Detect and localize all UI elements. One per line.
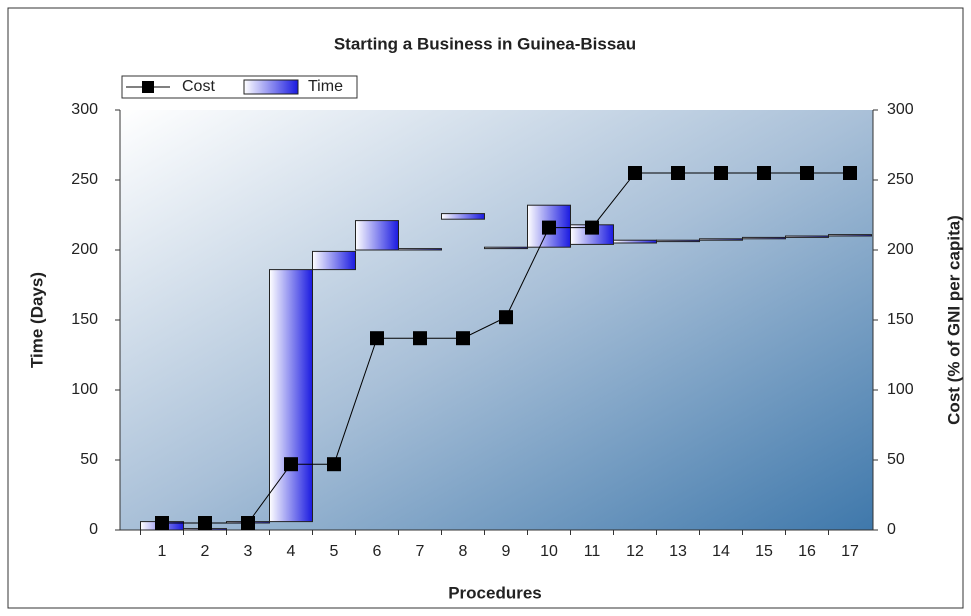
y-tick-label: 150 — [71, 311, 98, 328]
cost-marker — [800, 166, 814, 180]
x-tick-label: 16 — [798, 543, 816, 560]
cost-marker — [370, 331, 384, 346]
x-tick-label: 1 — [158, 543, 167, 560]
y-tick-label: 200 — [71, 241, 98, 258]
x-tick-label: 6 — [373, 543, 382, 560]
cost-marker — [757, 166, 771, 180]
y-axis-title: Time (Days) — [27, 272, 46, 368]
y2-tick-label: 50 — [887, 451, 905, 468]
time-bar — [613, 239, 657, 244]
cost-marker — [671, 166, 685, 180]
time-bar — [785, 235, 829, 238]
cost-marker — [456, 331, 470, 346]
time-bar — [656, 239, 700, 243]
legend-marker — [142, 81, 154, 93]
legend-label: Cost — [182, 78, 215, 95]
time-bar — [355, 220, 399, 251]
y2-tick-label: 200 — [887, 241, 914, 258]
x-tick-label: 7 — [416, 543, 425, 560]
x-tick-label: 11 — [584, 543, 601, 560]
x-tick-label: 14 — [712, 543, 730, 560]
legend-swatch — [243, 79, 299, 95]
y-tick-label: 0 — [89, 521, 98, 538]
cost-marker — [413, 331, 427, 346]
time-bar — [441, 213, 485, 220]
x-tick-label: 10 — [540, 543, 558, 560]
cost-marker — [843, 166, 857, 180]
cost-marker — [542, 220, 556, 235]
y2-tick-label: 300 — [887, 101, 914, 118]
cost-marker — [585, 220, 599, 235]
y2-axis-title: Cost (% of GNI per capita) — [944, 215, 963, 425]
y-tick-label: 300 — [71, 101, 98, 118]
x-tick-label: 5 — [330, 543, 339, 560]
x-tick-label: 8 — [459, 543, 468, 560]
time-bar — [699, 238, 743, 241]
y-tick-label: 250 — [71, 171, 98, 188]
y2-tick-label: 0 — [887, 521, 896, 538]
time-bar — [269, 269, 313, 523]
cost-marker — [499, 310, 513, 325]
y2-tick-label: 250 — [887, 171, 914, 188]
y2-tick-label: 150 — [887, 311, 914, 328]
x-tick-label: 17 — [841, 543, 859, 560]
cost-marker — [198, 516, 212, 530]
x-tick-label: 3 — [244, 543, 253, 560]
cost-marker — [284, 457, 298, 472]
time-bar — [742, 236, 786, 240]
y2-tick-label: 100 — [887, 381, 914, 398]
x-tick-label: 13 — [669, 543, 687, 560]
cost-marker — [327, 457, 341, 472]
y-tick-label: 100 — [71, 381, 98, 398]
cost-marker — [628, 166, 642, 180]
time-bar — [312, 250, 356, 271]
plot-area — [120, 110, 873, 530]
x-tick-label: 9 — [502, 543, 511, 560]
cost-marker — [714, 166, 728, 180]
x-tick-label: 4 — [287, 543, 296, 560]
chart-title: Starting a Business in Guinea-Bissau — [334, 34, 636, 53]
x-tick-label: 2 — [201, 543, 210, 560]
x-tick-label: 15 — [755, 543, 773, 560]
legend-label: Time — [308, 78, 343, 95]
x-axis-title: Procedures — [448, 583, 542, 602]
cost-marker — [241, 516, 255, 530]
y-tick-label: 50 — [80, 451, 98, 468]
x-tick-label: 12 — [626, 543, 644, 560]
time-bar — [398, 248, 442, 251]
time-bar — [484, 246, 528, 250]
time-bar — [828, 234, 872, 237]
cost-marker — [155, 516, 169, 530]
